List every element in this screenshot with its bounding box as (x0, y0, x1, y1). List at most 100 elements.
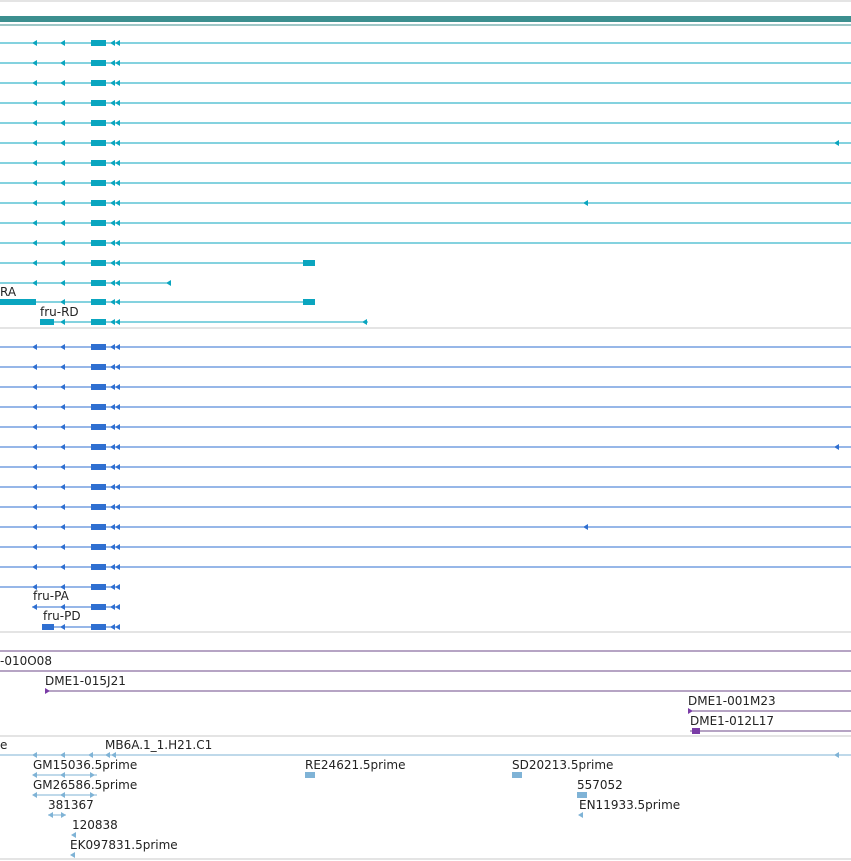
transcript-a-exon-block (91, 60, 106, 66)
transcript-b-exon-arrow (115, 444, 120, 450)
transcript-b-exon-arrow (32, 404, 37, 410)
transcript-a-exon-block (303, 299, 315, 305)
transcript-a-exon-arrow (32, 40, 37, 46)
clone-label-dme1-015j21[interactable]: DME1-015J21 (45, 674, 126, 688)
transcript-b-exon-arrow (60, 364, 65, 370)
clone-label-dme1-012l17[interactable]: DME1-012L17 (690, 714, 774, 728)
transcript-a-exon-arrow (115, 140, 120, 146)
est-label-en11933[interactable]: EN11933.5prime (579, 798, 681, 812)
transcript-b-exon-arrow (115, 564, 120, 570)
transcript-a-exon-arrow (110, 220, 115, 226)
transcript-a-exon-arrow (110, 319, 115, 325)
est-block (577, 792, 587, 798)
transcript-a-exon-arrow (110, 280, 115, 286)
est-label-sd20213[interactable]: SD20213.5prime (512, 758, 614, 772)
est-arrow (111, 752, 116, 758)
transcript-b-exon-arrow (32, 544, 37, 550)
clone-label-dme1-001m23[interactable]: DME1-001M23 (688, 694, 776, 708)
clone-label-010o08[interactable]: -010O08 (0, 654, 52, 668)
transcript-b-exon-arrow (60, 464, 65, 470)
transcript-a-exon-block (91, 120, 106, 126)
transcript-a-exon-block (91, 80, 106, 86)
transcript-b-end-arrow (834, 444, 839, 450)
transcript-a-end-arrow (834, 140, 839, 146)
transcript-a-exon-arrow (32, 200, 37, 206)
est-label-mb6a[interactable]: MB6A.1_1.H21.C1 (105, 738, 213, 752)
est-arrow (32, 752, 37, 758)
transcript-b-exon-arrow (32, 444, 37, 450)
est-label-gm15036[interactable]: GM15036.5prime (33, 758, 138, 772)
transcript-a-exon-arrow (110, 140, 115, 146)
transcript-a-exon-block (91, 260, 106, 266)
transcript-a-exon-arrow (115, 160, 120, 166)
transcript-a-exon-arrow (60, 200, 65, 206)
transcript-a-exon-arrow (60, 40, 65, 46)
transcript-a-exon-block (303, 260, 315, 266)
transcript-a-exon-arrow (60, 120, 65, 126)
transcript-b-exon-arrow (60, 404, 65, 410)
transcript-a-exon-arrow (60, 140, 65, 146)
transcript-a-exon-arrow (115, 260, 120, 266)
transcript-a-exon-block (91, 40, 106, 46)
transcript-b-exon-arrow (60, 344, 65, 350)
transcript-a-exon-arrow (32, 280, 37, 286)
transcript-b-exon-arrow (115, 524, 120, 530)
transcript-label-ra[interactable]: RA (0, 285, 17, 299)
transcript-b-exon-arrow (110, 504, 115, 510)
transcript-b-exon-arrow (110, 464, 115, 470)
transcript-b-exon-arrow (32, 524, 37, 530)
transcript-a-exon-arrow (60, 160, 65, 166)
transcript-b-exon-arrow (32, 604, 37, 610)
est-end-arrow (834, 752, 839, 758)
transcript-a-exon-arrow (60, 80, 65, 86)
transcript-a-exon-block (91, 160, 106, 166)
transcript-b-exon-block (91, 624, 106, 630)
transcript-a-exon-arrow (110, 200, 115, 206)
transcript-b-exon-arrow (115, 584, 120, 590)
transcript-b-exon-arrow (60, 384, 65, 390)
transcript-b-exon-block (91, 464, 106, 470)
transcript-b-exon-arrow (110, 584, 115, 590)
transcript-a-exon-block (91, 200, 106, 206)
est-label-gm26586[interactable]: GM26586.5prime (33, 778, 138, 792)
transcript-label-fru-pa[interactable]: fru-PA (33, 589, 69, 603)
est-label-557052[interactable]: 557052 (577, 778, 623, 792)
transcript-a-exon-arrow (60, 100, 65, 106)
transcript-b-exon-arrow (115, 484, 120, 490)
transcript-a-exon-arrow (110, 160, 115, 166)
transcript-a-exon-arrow (115, 40, 120, 46)
est-label-120838[interactable]: 120838 (72, 818, 118, 832)
transcript-b-exon-block (91, 584, 106, 590)
transcript-a-exon-arrow (110, 40, 115, 46)
transcript-label-fru-pd[interactable]: fru-PD (43, 609, 81, 623)
transcript-a-exon-arrow (115, 120, 120, 126)
est-label-e[interactable]: e (0, 738, 8, 752)
transcript-b-exon-arrow (60, 524, 65, 530)
est-arrow (71, 832, 76, 838)
transcript-b-exon-block (91, 344, 106, 350)
transcript-a-exon-arrow (60, 220, 65, 226)
transcript-a-exon-arrow (110, 60, 115, 66)
est-label-re24621[interactable]: RE24621.5prime (305, 758, 406, 772)
transcript-b-exon-block (91, 444, 106, 450)
transcript-b-exon-arrow (115, 464, 120, 470)
est-arrow (32, 792, 37, 798)
transcript-a-exon-block (91, 319, 106, 325)
est-label-ek097831[interactable]: EK097831.5prime (70, 838, 178, 852)
est-block (305, 772, 315, 778)
transcript-b-exon-arrow (110, 484, 115, 490)
transcript-a-exon-block (91, 220, 106, 226)
transcript-a-exon-block (0, 299, 36, 305)
transcript-b-exon-arrow (60, 504, 65, 510)
est-label-381367[interactable]: 381367 (48, 798, 94, 812)
transcript-b-exon-block (91, 504, 106, 510)
transcript-b-exon-arrow (115, 384, 120, 390)
transcript-b-exon-arrow (110, 364, 115, 370)
transcript-b-exon-arrow (32, 424, 37, 430)
transcript-label-fru-rd[interactable]: fru-RD (40, 305, 79, 319)
transcript-b-exon-arrow (32, 564, 37, 570)
transcript-a-exon-arrow (32, 80, 37, 86)
transcript-a-exon-arrow (110, 240, 115, 246)
transcript-b-exon-arrow (60, 624, 65, 630)
transcript-a-exon-block (91, 140, 106, 146)
